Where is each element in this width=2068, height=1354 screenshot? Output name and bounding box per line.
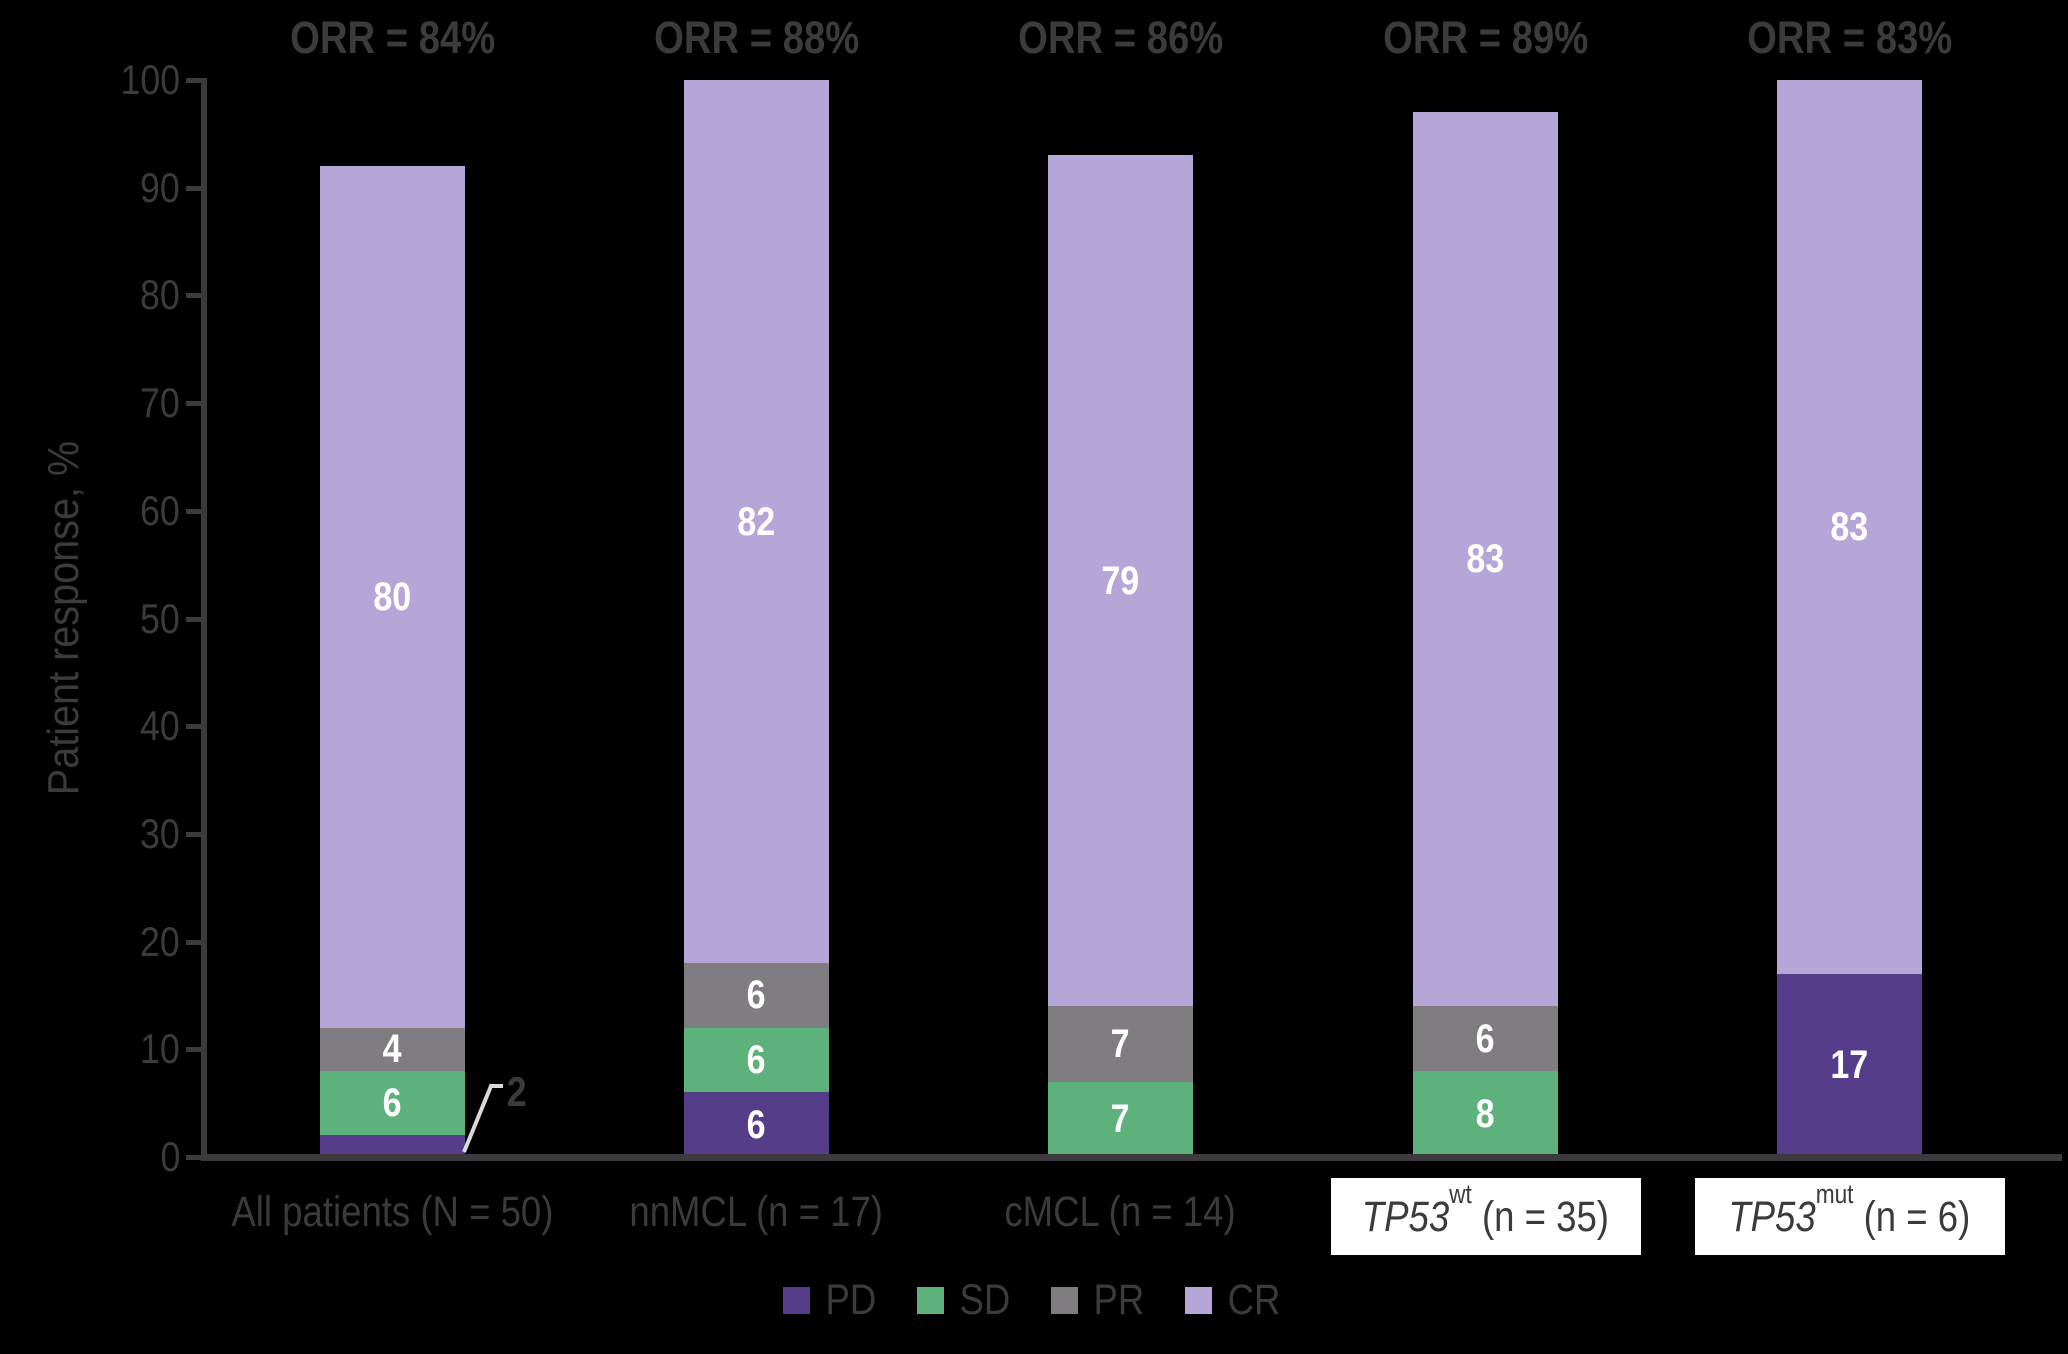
bar-value-label: 80 <box>373 574 412 619</box>
orr-label: ORR = 84% <box>289 12 496 63</box>
bar-segment-cr: 79 <box>1048 155 1193 1007</box>
y-tick-mark <box>186 508 204 514</box>
x-axis-line <box>201 1154 2062 1161</box>
bar-segment-cr: 83 <box>1413 112 1558 1007</box>
bar-segment-pd: 17 <box>1777 973 1922 1157</box>
bar-segment-pr: 6 <box>684 963 829 1028</box>
y-tick-mark <box>186 1047 204 1053</box>
bar-value-label: 6 <box>747 1038 766 1083</box>
bar-value-label: 17 <box>1830 1043 1869 1088</box>
y-tick-mark <box>186 616 204 622</box>
bar-value-label: 83 <box>1830 504 1869 549</box>
y-tick-mark <box>186 831 204 837</box>
y-tick-label: 80 <box>140 271 180 319</box>
y-tick-label: 40 <box>140 702 180 750</box>
bar-value-label: 7 <box>1111 1097 1130 1142</box>
y-tick-mark <box>186 724 204 730</box>
category-label: TP53wt (n = 35) <box>1330 1178 1641 1255</box>
legend-item-cr: CR <box>1184 1276 1285 1324</box>
bar-segment-pd <box>320 1135 465 1157</box>
y-axis-line <box>201 78 207 1161</box>
bar-value-label: 6 <box>383 1081 402 1126</box>
bar-value-label: 6 <box>747 1102 766 1147</box>
y-tick-mark <box>186 78 204 83</box>
orr-label: ORR = 86% <box>1017 12 1224 63</box>
bar-segment-cr: 83 <box>1777 80 1922 974</box>
legend-item-pr: PR <box>1050 1276 1149 1324</box>
y-tick-label: 60 <box>140 486 180 534</box>
y-tick-label: 100 <box>120 56 180 103</box>
bar-value-label: 6 <box>1476 1016 1495 1061</box>
y-tick-label: 30 <box>140 809 180 857</box>
orr-label: ORR = 83% <box>1746 12 1953 63</box>
y-tick-mark <box>186 401 204 407</box>
y-tick-label: 70 <box>140 379 180 427</box>
callout-label: 2 <box>506 1068 527 1115</box>
category-label: TP53mut (n = 6) <box>1694 1178 2005 1255</box>
y-tick-label: 20 <box>140 917 180 965</box>
y-tick-label: 50 <box>140 594 180 642</box>
bar-value-label: 82 <box>737 499 776 544</box>
legend-label: SD <box>959 1276 1011 1324</box>
legend-swatch <box>1050 1286 1078 1314</box>
category-label: nnMCL (n = 17) <box>629 1188 884 1236</box>
y-tick-label: 0 <box>160 1133 180 1180</box>
legend-swatch <box>783 1286 811 1314</box>
bar-value-label: 7 <box>1111 1021 1130 1066</box>
legend-label: CR <box>1227 1276 1280 1324</box>
y-tick-mark <box>186 939 204 945</box>
legend-item-sd: SD <box>917 1277 1015 1323</box>
bar-value-label: 8 <box>1476 1091 1495 1136</box>
y-tick-label: 90 <box>140 163 180 211</box>
category-label: All patients (N = 50) <box>231 1188 554 1236</box>
y-tick-mark <box>186 1155 204 1160</box>
bar-segment-sd: 7 <box>1048 1081 1193 1157</box>
bar-value-label: 4 <box>383 1027 402 1072</box>
y-tick-mark <box>186 293 204 299</box>
y-tick-label: 10 <box>140 1025 180 1073</box>
legend-swatch <box>1184 1286 1212 1314</box>
legend-swatch <box>917 1286 945 1314</box>
legend-item-pd: PD <box>783 1277 881 1323</box>
bar-value-label: 83 <box>1466 537 1505 582</box>
bar-segment-pd: 6 <box>684 1092 829 1157</box>
bar-segment-pr: 6 <box>1413 1006 1558 1071</box>
orr-label: ORR = 88% <box>653 12 860 63</box>
category-label: cMCL (n = 14) <box>1004 1188 1237 1236</box>
y-tick-mark <box>186 185 204 191</box>
bar-value-label: 79 <box>1101 558 1140 603</box>
bar-segment-pr: 4 <box>320 1027 465 1072</box>
bar-segment-cr: 80 <box>320 166 465 1028</box>
bar-value-label: 6 <box>747 973 766 1018</box>
legend-label: PR <box>1093 1276 1145 1324</box>
bar-segment-cr: 82 <box>684 80 829 964</box>
orr-label: ORR = 89% <box>1382 12 1589 63</box>
bar-segment-sd: 8 <box>1413 1070 1558 1157</box>
bar-segment-sd: 6 <box>320 1070 465 1136</box>
legend-label: PD <box>825 1276 877 1324</box>
bar-segment-sd: 6 <box>684 1027 829 1093</box>
legend: PD SD PR CR <box>0 1276 2068 1324</box>
bar-segment-pr: 7 <box>1048 1006 1193 1082</box>
